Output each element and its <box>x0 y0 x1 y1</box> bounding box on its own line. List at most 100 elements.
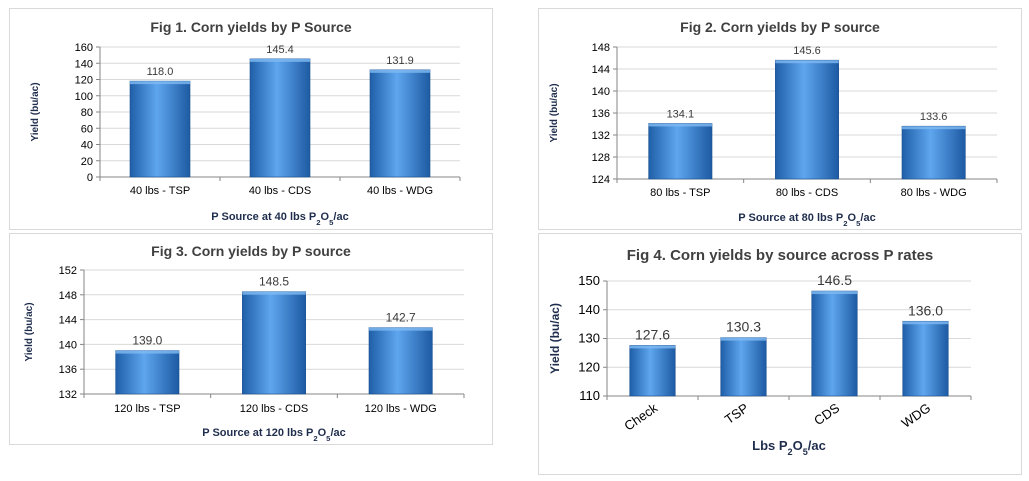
bar <box>811 290 858 397</box>
y-tick-label: 110 <box>579 388 600 403</box>
data-label: 131.9 <box>386 55 414 67</box>
x-tick-label: CDS <box>811 400 842 428</box>
y-tick-label: 80 <box>81 107 93 119</box>
x-tick-label: 120 lbs - TSP <box>114 403 180 415</box>
x-axis-label-subscript: 5 <box>329 218 334 227</box>
x-axis-label-part: P Source at 80 lbs P <box>738 212 843 224</box>
x-axis-label-subscript: 2 <box>316 218 320 227</box>
y-tick-label: 0 <box>87 172 93 184</box>
bar-highlight <box>629 345 676 349</box>
y-tick-label: 144 <box>59 315 77 327</box>
y-tick-label: 132 <box>59 389 77 401</box>
x-axis-label-part: P Source at 40 lbs P <box>211 211 316 223</box>
x-tick-label: WDG <box>899 400 934 431</box>
y-axis-label: Yield (bu/ac) <box>548 303 562 374</box>
bar <box>242 291 306 395</box>
chart-panel-fig1: Fig 1. Corn yields by P Source 0 20 40 60 80 1… <box>9 8 493 230</box>
bar-highlight <box>242 291 306 295</box>
chart-title: Fig 3. Corn yields by P source <box>151 243 351 259</box>
y-tick-label: 140 <box>59 339 77 351</box>
data-label: 145.6 <box>793 45 821 57</box>
bar <box>629 345 676 397</box>
y-tick-label: 144 <box>592 64 610 76</box>
x-axis-label-part: Lbs P <box>752 438 788 453</box>
bar-highlight <box>648 123 712 127</box>
y-tick-label: 148 <box>59 290 77 302</box>
x-axis-label: P Source at 40 lbs P2O5/ac <box>211 211 348 227</box>
x-tick-label: 80 lbs - TSP <box>650 187 710 199</box>
bar <box>775 59 839 180</box>
bar <box>368 327 433 395</box>
y-axis-label: Yield (bu/ac) <box>24 302 35 361</box>
chart-fig2: Fig 2. Corn yields by P source 124 128 132 1… <box>549 19 998 228</box>
bar <box>648 123 713 180</box>
bar <box>115 350 180 395</box>
y-tick-label: 124 <box>592 174 610 186</box>
y-tick-label: 20 <box>81 156 93 168</box>
x-axis-label-subscript: 5 <box>856 219 861 228</box>
y-tick-label: 140 <box>592 86 610 98</box>
x-axis-label-part: /ac <box>808 438 826 453</box>
bar <box>901 125 966 180</box>
chart-panel-fig4: Fig 4. Corn yields by source across P ra… <box>538 233 1022 475</box>
y-tick-label: 160 <box>75 42 93 54</box>
chart-title: Fig 1. Corn yields by P Source <box>150 19 351 35</box>
x-axis-label-subscript: 2 <box>788 447 793 457</box>
y-tick-label: 60 <box>81 123 93 135</box>
bar-highlight <box>902 321 949 325</box>
y-tick-label: 100 <box>75 91 93 103</box>
x-tick-label: 120 lbs - CDS <box>240 403 308 415</box>
x-axis-label-part: /ac <box>330 427 345 439</box>
bar-highlight <box>775 60 839 64</box>
bar-highlight <box>811 291 858 295</box>
x-axis-label-part: /ac <box>860 212 875 224</box>
y-tick-label: 148 <box>592 42 610 54</box>
bar-highlight <box>720 337 767 341</box>
data-label: 139.0 <box>132 334 162 348</box>
data-label: 127.6 <box>635 326 670 342</box>
bar-highlight <box>115 350 179 354</box>
x-tick-label: 40 lbs - WDG <box>367 185 433 197</box>
x-tick-label: Check <box>621 400 660 434</box>
chart-panel-fig2: Fig 2. Corn yields by P source 124 128 132 1… <box>538 8 1022 230</box>
data-label: 142.7 <box>386 311 416 325</box>
x-axis-label-part: O <box>318 427 327 439</box>
y-tick-label: 132 <box>592 130 610 142</box>
data-label: 134.1 <box>667 108 695 120</box>
data-label: 148.5 <box>259 275 289 289</box>
chart-fig1: Fig 1. Corn yields by P Source 0 20 40 60 80 1… <box>30 19 461 227</box>
x-axis-label-subscript: 2 <box>313 434 317 443</box>
y-axis-label: Yield (bu/ac) <box>30 82 41 141</box>
y-tick-label: 40 <box>81 140 93 152</box>
bar <box>369 69 431 178</box>
x-axis-label-part: /ac <box>333 211 348 223</box>
chart-fig4: Fig 4. Corn yields by source across P ra… <box>548 247 972 457</box>
x-tick-label: 80 lbs - CDS <box>776 187 838 199</box>
data-label: 130.3 <box>726 319 761 335</box>
y-axis-label: Yield (bu/ac) <box>549 83 560 142</box>
x-axis-label: Lbs P2O5/ac <box>752 438 826 457</box>
data-label: 136.0 <box>908 302 943 318</box>
bar-highlight <box>902 126 966 130</box>
bar <box>720 337 767 397</box>
chart-panel-fig3: Fig 3. Corn yields by P source 132 136 140 1… <box>9 233 493 445</box>
y-tick-label: 152 <box>59 265 77 277</box>
chart-title: Fig 2. Corn yields by P source <box>680 19 880 35</box>
x-axis-label-part: P Source at 120 lbs P <box>202 427 313 439</box>
y-tick-label: 136 <box>59 364 77 376</box>
bar <box>902 320 949 397</box>
bar-highlight <box>250 58 310 62</box>
x-axis-label: P Source at 80 lbs P2O5/ac <box>738 212 875 228</box>
x-tick-label: 40 lbs - CDS <box>249 185 311 197</box>
x-tick-label: 120 lbs - WDG <box>365 403 437 415</box>
x-axis-label-subscript: 2 <box>843 219 847 228</box>
data-label: 145.4 <box>266 44 294 56</box>
bar <box>249 58 311 178</box>
bar-highlight <box>369 327 433 331</box>
data-label: 146.5 <box>817 272 852 288</box>
y-tick-label: 128 <box>592 152 610 164</box>
data-label: 118.0 <box>147 66 174 78</box>
x-axis-label-part: O <box>793 438 803 453</box>
data-label: 133.6 <box>920 111 948 123</box>
y-tick-label: 140 <box>75 58 93 70</box>
